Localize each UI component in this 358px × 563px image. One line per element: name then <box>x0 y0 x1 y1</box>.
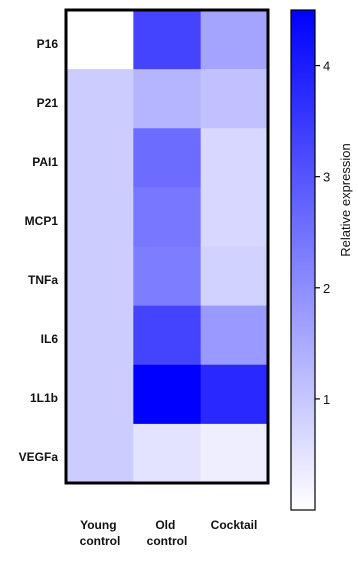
column-label-young: Young control <box>80 518 121 548</box>
heatmap-cell-mcp1-1 <box>133 187 202 248</box>
heatmap-cell-p21-2 <box>200 69 269 129</box>
colorbar-ticks: 1 2 3 4 <box>315 59 330 407</box>
row-label-p16: P16 <box>37 37 59 51</box>
heatmap-cell-p21-1 <box>133 69 202 129</box>
colorbar-tick-label-2: 2 <box>323 281 330 296</box>
heatmap-cell-mcp1-0 <box>66 187 134 248</box>
row-label-mcp1: MCP1 <box>25 214 59 228</box>
heatmap-cell-1l1b-2 <box>200 364 269 425</box>
row-labels: P16 P21 PAI1 MCP1 TNFa IL6 1L1b VEGFa <box>19 37 59 464</box>
row-label-vegfa: VEGFa <box>19 450 59 464</box>
heatmap-cell-tnfa-1 <box>133 246 202 307</box>
column-label-young-line1: Young <box>80 518 116 532</box>
column-label-young-line2: control <box>80 534 121 548</box>
heatmap-cell-p21-0 <box>66 69 134 129</box>
heatmap-cell-tnfa-2 <box>200 246 269 307</box>
heatmap-cell-p16-2 <box>200 10 269 70</box>
heatmap-cell-vegfa-1 <box>133 423 202 484</box>
row-label-il6: IL6 <box>41 332 59 346</box>
heatmap-cell-mcp1-2 <box>200 187 269 248</box>
heatmap-cell-1l1b-0 <box>66 364 134 425</box>
heatmap-cell-vegfa-0 <box>66 423 134 484</box>
column-label-old-line2: control <box>147 534 188 548</box>
row-label-1l1b: 1L1b <box>30 391 58 405</box>
colorbar-label: Relative expression <box>338 143 353 256</box>
heatmap-cells <box>66 10 269 484</box>
row-label-p21: P21 <box>37 96 59 110</box>
colorbar-tick-label-4: 4 <box>323 59 330 74</box>
heatmap-cell-pai1-1 <box>133 128 202 188</box>
heatmap-cell-il6-1 <box>133 305 202 366</box>
colorbar <box>290 9 316 511</box>
colorbar-tick-label-3: 3 <box>323 170 330 185</box>
column-labels: Young control Old control Cocktail <box>80 518 258 548</box>
heatmap-cell-pai1-0 <box>66 128 134 188</box>
heatmap-cell-pai1-2 <box>200 128 269 188</box>
heatmap-cell-1l1b-1 <box>133 364 202 425</box>
heatmap-cell-il6-0 <box>66 305 134 366</box>
column-label-old: Old control <box>147 518 188 548</box>
heatmap-cell-il6-2 <box>200 305 269 366</box>
heatmap-cell-p16-1 <box>133 10 202 70</box>
column-label-old-line1: Old <box>155 518 175 532</box>
column-label-cocktail-line1: Cocktail <box>211 518 258 532</box>
colorbar-tick-label-1: 1 <box>323 392 330 407</box>
heatmap-cell-vegfa-2 <box>200 423 269 484</box>
heatmap-cell-tnfa-0 <box>66 246 134 307</box>
row-label-tnfa: TNFa <box>28 273 58 287</box>
heatmap-border <box>64 8 270 485</box>
column-label-cocktail: Cocktail <box>211 518 258 532</box>
heatmap-cell-p16-0 <box>66 10 134 70</box>
row-label-pai1: PAI1 <box>32 155 58 169</box>
